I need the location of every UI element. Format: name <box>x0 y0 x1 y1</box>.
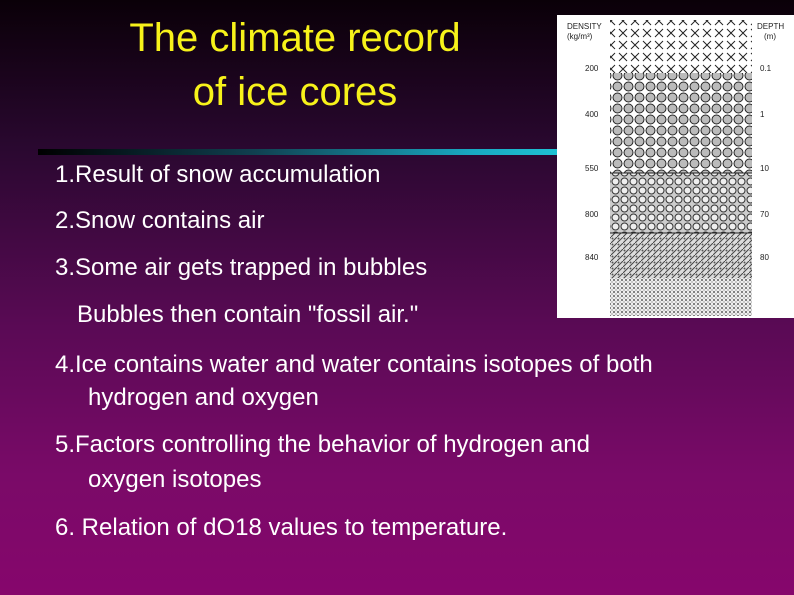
depth-header: DEPTH <box>757 22 784 31</box>
bullet-item: 6. Relation of dO18 values to temperatur… <box>55 514 508 541</box>
depth-label: 1 <box>760 110 765 119</box>
bullet-continuation: oxygen isotopes <box>88 466 262 493</box>
density-header: DENSITY <box>567 22 602 31</box>
depth-label: 0.1 <box>760 64 772 73</box>
ice-core-figure: DENSITY (kg/m³) DEPTH (m) 200 400 550 800 84… <box>557 15 794 318</box>
depth-label: 80 <box>760 253 769 262</box>
bullet-continuation: hydrogen and oxygen <box>88 384 319 411</box>
title-rule <box>38 149 578 155</box>
density-label: 200 <box>585 64 599 73</box>
bullet-item: 5.Factors controlling the behavior of hy… <box>55 431 590 458</box>
bullet-item: 1.Result of snow accumulation <box>55 161 381 188</box>
depth-label: 10 <box>760 164 769 173</box>
bullet-item: 3.Some air gets trapped in bubbles <box>55 254 428 281</box>
density-label: 800 <box>585 210 599 219</box>
depth-header: (m) <box>764 32 776 41</box>
bullet-item: Bubbles then contain "fossil air." <box>77 301 419 328</box>
depth-label: 70 <box>760 210 769 219</box>
title-line: of ice cores <box>192 70 398 114</box>
density-label: 550 <box>585 164 599 173</box>
density-header: (kg/m³) <box>567 32 593 41</box>
bullet-item: 2.Snow contains air <box>55 207 265 234</box>
bullet-item: 4.Ice contains water and water contains … <box>55 351 653 378</box>
title-line: The climate record <box>129 16 461 60</box>
density-label: 400 <box>585 110 599 119</box>
density-label: 840 <box>585 253 599 262</box>
